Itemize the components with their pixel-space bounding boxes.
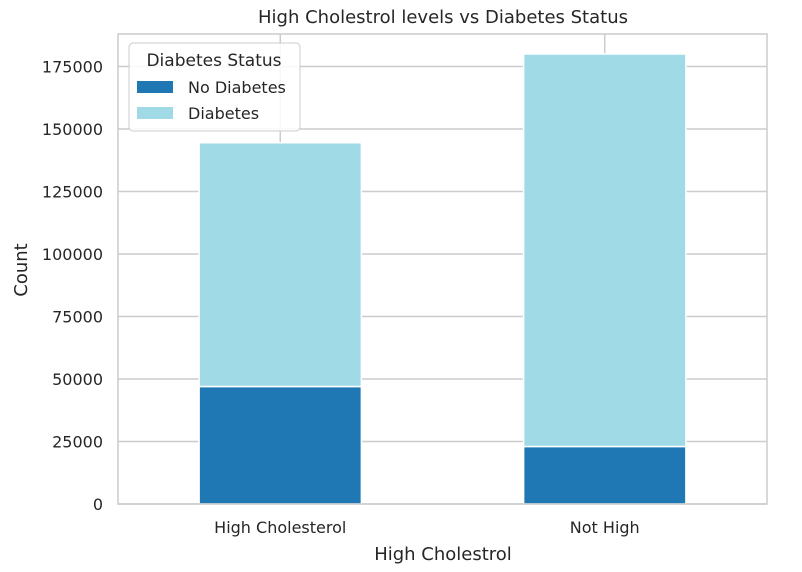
y-tick-label: 150000 [42,120,103,139]
y-tick-label: 50000 [52,370,103,389]
legend-label-diabetes: Diabetes [188,104,259,123]
bar-diabetes-1 [522,53,687,448]
x-tick-label: Not High [570,518,640,537]
legend-swatch-diabetes [137,107,173,119]
plot-frame [117,33,768,505]
bar-diabetes-0 [198,142,363,388]
y-tick-label: 0 [93,495,103,514]
legend-title: Diabetes Status [146,51,281,71]
bar-no-diabetes-0 [198,385,363,505]
chart-title: High Cholestrol levels vs Diabetes Statu… [258,7,628,28]
x-tick-label: High Cholesterol [214,518,346,537]
legend: Diabetes Status No Diabetes Diabetes [128,42,301,132]
legend-label-no-diabetes: No Diabetes [188,78,286,97]
y-tick-label: 75000 [52,308,103,327]
x-tick-labels: High Cholesterol Not High [214,518,640,537]
y-tick-labels: 0 25000 50000 75000 100000 125000 150000 175000 [42,58,103,515]
bar-no-diabetes-1 [522,445,687,505]
y-tick-label: 25000 [52,433,103,452]
y-axis-label: Count [11,243,32,296]
y-tick-label: 175000 [42,58,103,77]
y-tick-label: 125000 [42,183,103,202]
y-tick-label: 100000 [42,245,103,264]
x-axis-label: High Cholestrol [374,544,512,565]
legend-swatch-no-diabetes [137,81,173,93]
